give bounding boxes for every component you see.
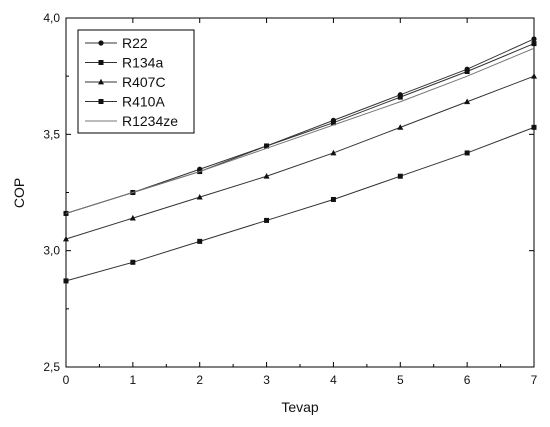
legend-item-r1234ze: R1234ze [85,113,178,129]
data-point [531,41,537,47]
legend-label: R134a [122,55,163,71]
x-tick-label: 6 [464,373,471,387]
legend-item-r22: R22 [85,35,148,51]
x-axis-title: Tevap [281,399,319,415]
y-tick-label: 3,5 [43,127,60,141]
x-tick-label: 7 [531,373,538,387]
data-point [464,69,470,75]
data-point [197,238,203,244]
legend-marker [98,60,104,65]
axis-ticks: 0 1 2 3 4 5 6 7 2,5 3,0 3,5 4,0 [43,11,537,387]
legend-item-r407c: R407C [85,74,166,90]
data-point [129,214,136,221]
legend-marker [98,78,104,85]
x-tick-label: 2 [196,373,203,387]
data-point [531,124,537,130]
data-point [330,196,336,202]
legend-label: R1234ze [122,113,178,129]
series-line [65,75,535,240]
legend-label: R22 [122,35,148,51]
legend-item-r410a: R410A [85,94,165,110]
series-r407c [63,72,537,242]
x-tick-label: 5 [397,373,404,387]
data-point [130,259,136,265]
data-point [464,150,470,156]
data-point [397,94,403,100]
legend: R22 R134a R407C R410A R1234ze [77,29,195,134]
x-tick-label: 0 [63,373,70,387]
series-r1234ze [65,47,535,214]
data-point [397,173,403,179]
series-line [65,126,535,282]
legend-marker [98,40,104,46]
y-tick-label: 3,0 [43,244,60,258]
y-axis-title: COP [11,178,27,208]
series-group [63,36,537,284]
data-point [263,173,270,179]
legend-marker [98,99,104,104]
data-point [63,278,69,284]
data-point [264,143,270,149]
legend-label: R410A [122,94,165,110]
legend-item-r134a: R134a [85,55,163,71]
data-point [330,120,336,126]
data-point [196,193,203,200]
y-tick-label: 2,5 [43,360,60,374]
data-point [531,36,537,42]
y-tick-label: 4,0 [43,11,60,25]
data-point [264,217,270,223]
data-point [464,98,471,105]
data-point [63,235,69,242]
data-point [397,124,404,130]
data-point [330,149,337,156]
series-r410a [63,124,537,284]
data-point [531,72,537,79]
series-line [65,47,535,214]
x-tick-label: 3 [263,373,270,387]
x-tick-label: 4 [330,373,337,387]
x-tick-label: 1 [130,373,137,387]
legend-label: R407C [122,74,166,90]
